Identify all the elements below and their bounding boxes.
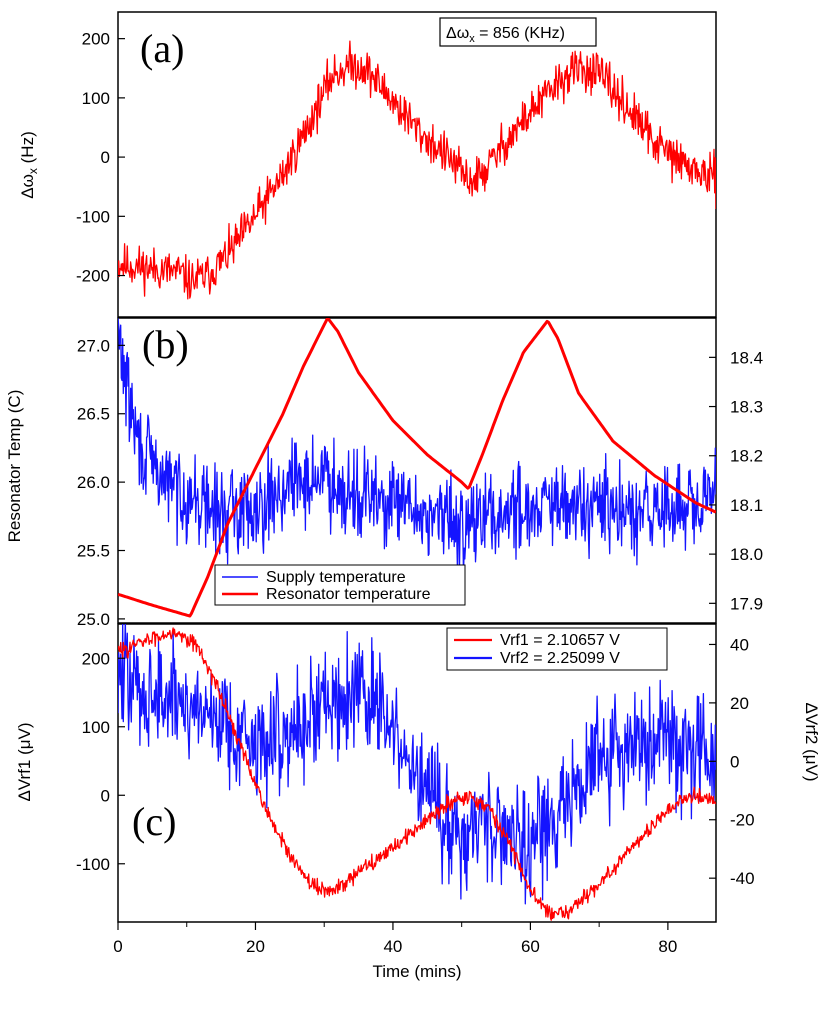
series-line-a-0 (118, 40, 716, 300)
panel-b-y2ticks: 17.9 18.0 18.1 18.2 18.3 18.4 (709, 348, 763, 613)
ytick-label-b: 26.5 (77, 405, 110, 424)
panel-c-ylabel: ΔVrf1 (μV) (15, 722, 34, 801)
y2tick-label-b: 18.4 (730, 348, 763, 367)
xtick-label: 40 (383, 937, 402, 956)
ytick-label-b: 25.0 (77, 610, 110, 629)
panel-a-label: (a) (140, 26, 184, 71)
panel-b-ylabel: Resonator Temp (C) (5, 390, 24, 543)
panel-a-frame (117, 11, 717, 318)
panel-c-frame (117, 623, 717, 923)
y2tick-label-c: 40 (730, 635, 749, 654)
ytick-label-a: 200 (82, 30, 110, 49)
panel-c-yticks: -100 0 100 200 (76, 649, 125, 874)
y2tick-label-c: 20 (730, 694, 749, 713)
y2tick-label-b: 18.3 (730, 398, 763, 417)
y2tick-label-c: 0 (730, 752, 739, 771)
legend-label-vrf1: Vrf1 = 2.10657 V (500, 632, 620, 649)
panel-a-yticks: -200 -100 0 100 200 (76, 30, 125, 286)
y2tick-label-b: 17.9 (730, 594, 763, 613)
y2tick-label-b: 18.0 (730, 545, 763, 564)
xtick-label: 60 (521, 937, 540, 956)
y2tick-label-b: 18.2 (730, 447, 763, 466)
panel-b-series (118, 318, 716, 618)
xtick-label: 80 (658, 937, 677, 956)
panel-c-xticks: 0 20 40 60 80 (113, 922, 677, 956)
x-axis-label: Time (mins) (372, 962, 461, 981)
series-line-c-0 (118, 624, 716, 905)
ytick-label-a: 0 (101, 148, 110, 167)
panel-c-y2ticks: -40 -20 0 20 40 (709, 635, 755, 888)
legend-label-supply: Supply temperature (266, 569, 406, 586)
panel-b: 25.0 25.5 26.0 26.5 27.0 17.9 18.0 18.1 18.2 18.… (5, 317, 763, 629)
series-line-c-1 (118, 627, 716, 921)
ytick-label-a: -200 (76, 267, 110, 286)
panel-a: -200 -100 0 100 200 (a) Δωx (Hz) Δωx = 856 (… (18, 11, 717, 318)
ytick-label-a: 100 (82, 89, 110, 108)
panel-c: -100 0 100 200 -40 -20 0 20 40 0 20 40 60 80 (c) ΔV… (15, 623, 821, 981)
ytick-label-c: 200 (82, 649, 110, 668)
annotation-box: Δωx = 856 (KHz) (439, 17, 597, 47)
legend-label-vrf2: Vrf2 = 2.25099 V (500, 650, 620, 667)
xtick-label: 0 (113, 937, 122, 956)
ytick-label-c: -100 (76, 855, 110, 874)
xtick-label: 20 (246, 937, 265, 956)
ytick-label-c: 0 (101, 786, 110, 805)
legend-label-resonator: Resonator temperature (266, 586, 431, 603)
series-line-b-1 (118, 318, 716, 618)
panel-c-series (118, 624, 716, 921)
panel-c-y2label: ΔVrf2 (μV) (802, 702, 821, 781)
ytick-label-a: -100 (76, 207, 110, 226)
y2tick-label-b: 18.1 (730, 496, 763, 515)
panel-a-series (118, 40, 716, 300)
series-line-b-0 (118, 318, 716, 575)
panel-b-legend: Supply temperature Resonator temperature (214, 564, 466, 606)
panel-b-yticks: 25.0 25.5 26.0 26.5 27.0 (77, 336, 125, 629)
panel-c-label: (c) (132, 799, 176, 844)
y2tick-label-c: -40 (730, 869, 755, 888)
panel-c-legend: Vrf1 = 2.10657 V Vrf2 = 2.25099 V (446, 627, 668, 671)
panel-b-label: (b) (142, 322, 189, 367)
panel-a-ylabel: Δωx (Hz) (18, 131, 40, 198)
ytick-label-b: 27.0 (77, 336, 110, 355)
ytick-label-b: 26.0 (77, 473, 110, 492)
ytick-label-c: 100 (82, 718, 110, 737)
y2tick-label-c: -20 (730, 811, 755, 830)
annotation-text: Δωx = 856 (KHz) (446, 25, 565, 45)
ytick-label-b: 25.5 (77, 542, 110, 561)
